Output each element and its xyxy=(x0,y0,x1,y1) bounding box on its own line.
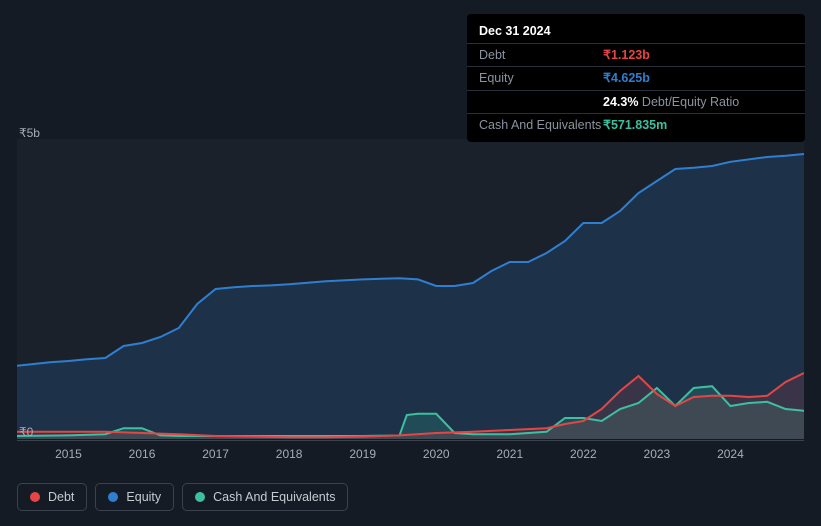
tooltip-row-value: 24.3% Debt/Equity Ratio xyxy=(603,94,739,110)
legend-item[interactable]: Cash And Equivalents xyxy=(182,483,348,511)
x-axis-tick: 2021 xyxy=(496,447,523,461)
legend-dot-icon xyxy=(108,492,118,502)
tooltip-row: 24.3% Debt/Equity Ratio xyxy=(467,91,805,114)
tooltip-row-label xyxy=(479,94,603,110)
x-axis-tick: 2017 xyxy=(202,447,229,461)
tooltip-row: Equity₹4.625b xyxy=(467,67,805,90)
x-axis-tick: 2018 xyxy=(276,447,303,461)
tooltip-row-label: Cash And Equivalents xyxy=(479,117,603,133)
chart-legend: Debt Equity Cash And Equivalents xyxy=(17,483,348,511)
x-axis-tick: 2022 xyxy=(570,447,597,461)
tooltip-row: Debt₹1.123b xyxy=(467,44,805,67)
legend-dot-icon xyxy=(195,492,205,502)
tooltip-date: Dec 31 2024 xyxy=(467,20,805,44)
tooltip-row-value: ₹1.123b xyxy=(603,47,650,63)
tooltip-row-value: ₹571.835m xyxy=(603,117,667,133)
tooltip-row: Cash And Equivalents₹571.835m xyxy=(467,114,805,136)
legend-item[interactable]: Equity xyxy=(95,483,174,511)
data-tooltip: Dec 31 2024 Debt₹1.123bEquity₹4.625b24.3… xyxy=(467,14,805,142)
legend-label: Cash And Equivalents xyxy=(213,490,335,504)
x-axis: 2015 2016 2017 2018 2019 2020 2021 2022 2023 2024 xyxy=(17,440,804,460)
x-axis-tick: 2016 xyxy=(129,447,156,461)
legend-dot-icon xyxy=(30,492,40,502)
legend-label: Equity xyxy=(126,490,161,504)
financials-area-chart xyxy=(17,139,804,439)
chart-area[interactable] xyxy=(17,139,804,439)
x-axis-tick: 2024 xyxy=(717,447,744,461)
tooltip-row-value: ₹4.625b xyxy=(603,70,650,86)
legend-item[interactable]: Debt xyxy=(17,483,87,511)
y-axis-label-top: ₹5b xyxy=(19,126,40,140)
tooltip-row-label: Equity xyxy=(479,70,603,86)
x-axis-tick: 2015 xyxy=(55,447,82,461)
legend-label: Debt xyxy=(48,490,74,504)
x-axis-tick: 2023 xyxy=(644,447,671,461)
tooltip-row-label: Debt xyxy=(479,47,603,63)
x-axis-tick: 2019 xyxy=(349,447,376,461)
y-axis-label-bottom: ₹0 xyxy=(19,425,33,439)
x-axis-tick: 2020 xyxy=(423,447,450,461)
